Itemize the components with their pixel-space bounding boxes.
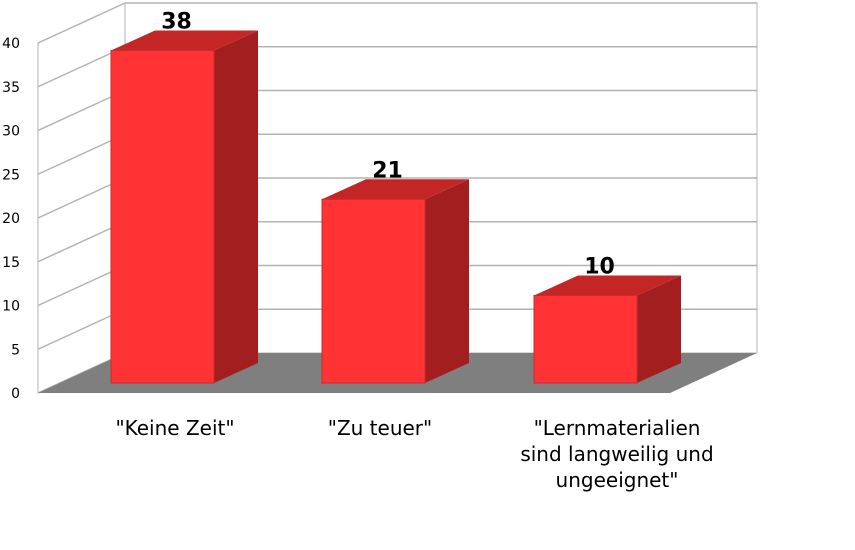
gridline-side: [37, 2, 126, 44]
bar: [110, 50, 215, 384]
bar-top: [322, 179, 469, 200]
data-label: 10: [584, 255, 615, 280]
y-tick-label: 30: [2, 124, 20, 140]
bar-top: [111, 30, 258, 51]
y-tick-label: 40: [2, 36, 20, 52]
bar-side: [214, 30, 258, 383]
x-category-label: "Lernmaterialien sind langweilig und ung…: [520, 416, 714, 492]
x-category-label: "Keine Zeit": [115, 416, 235, 440]
bar-top: [534, 275, 681, 296]
y-tick-label: 20: [2, 211, 20, 227]
bar: [533, 295, 638, 384]
bar: [321, 198, 426, 384]
data-label: 38: [161, 10, 192, 35]
data-label: 21: [372, 158, 403, 183]
bar-side: [425, 179, 469, 383]
y-tick-label: 0: [11, 386, 20, 402]
y-tick-label: 5: [11, 342, 20, 358]
x-category-label: "Zu teuer": [327, 416, 433, 440]
y-tick-label: 15: [2, 255, 20, 271]
y-tick-label: 25: [2, 167, 20, 183]
y-tick-label: 35: [2, 80, 20, 96]
y-tick-label: 10: [2, 299, 20, 315]
bar-side: [637, 275, 681, 383]
